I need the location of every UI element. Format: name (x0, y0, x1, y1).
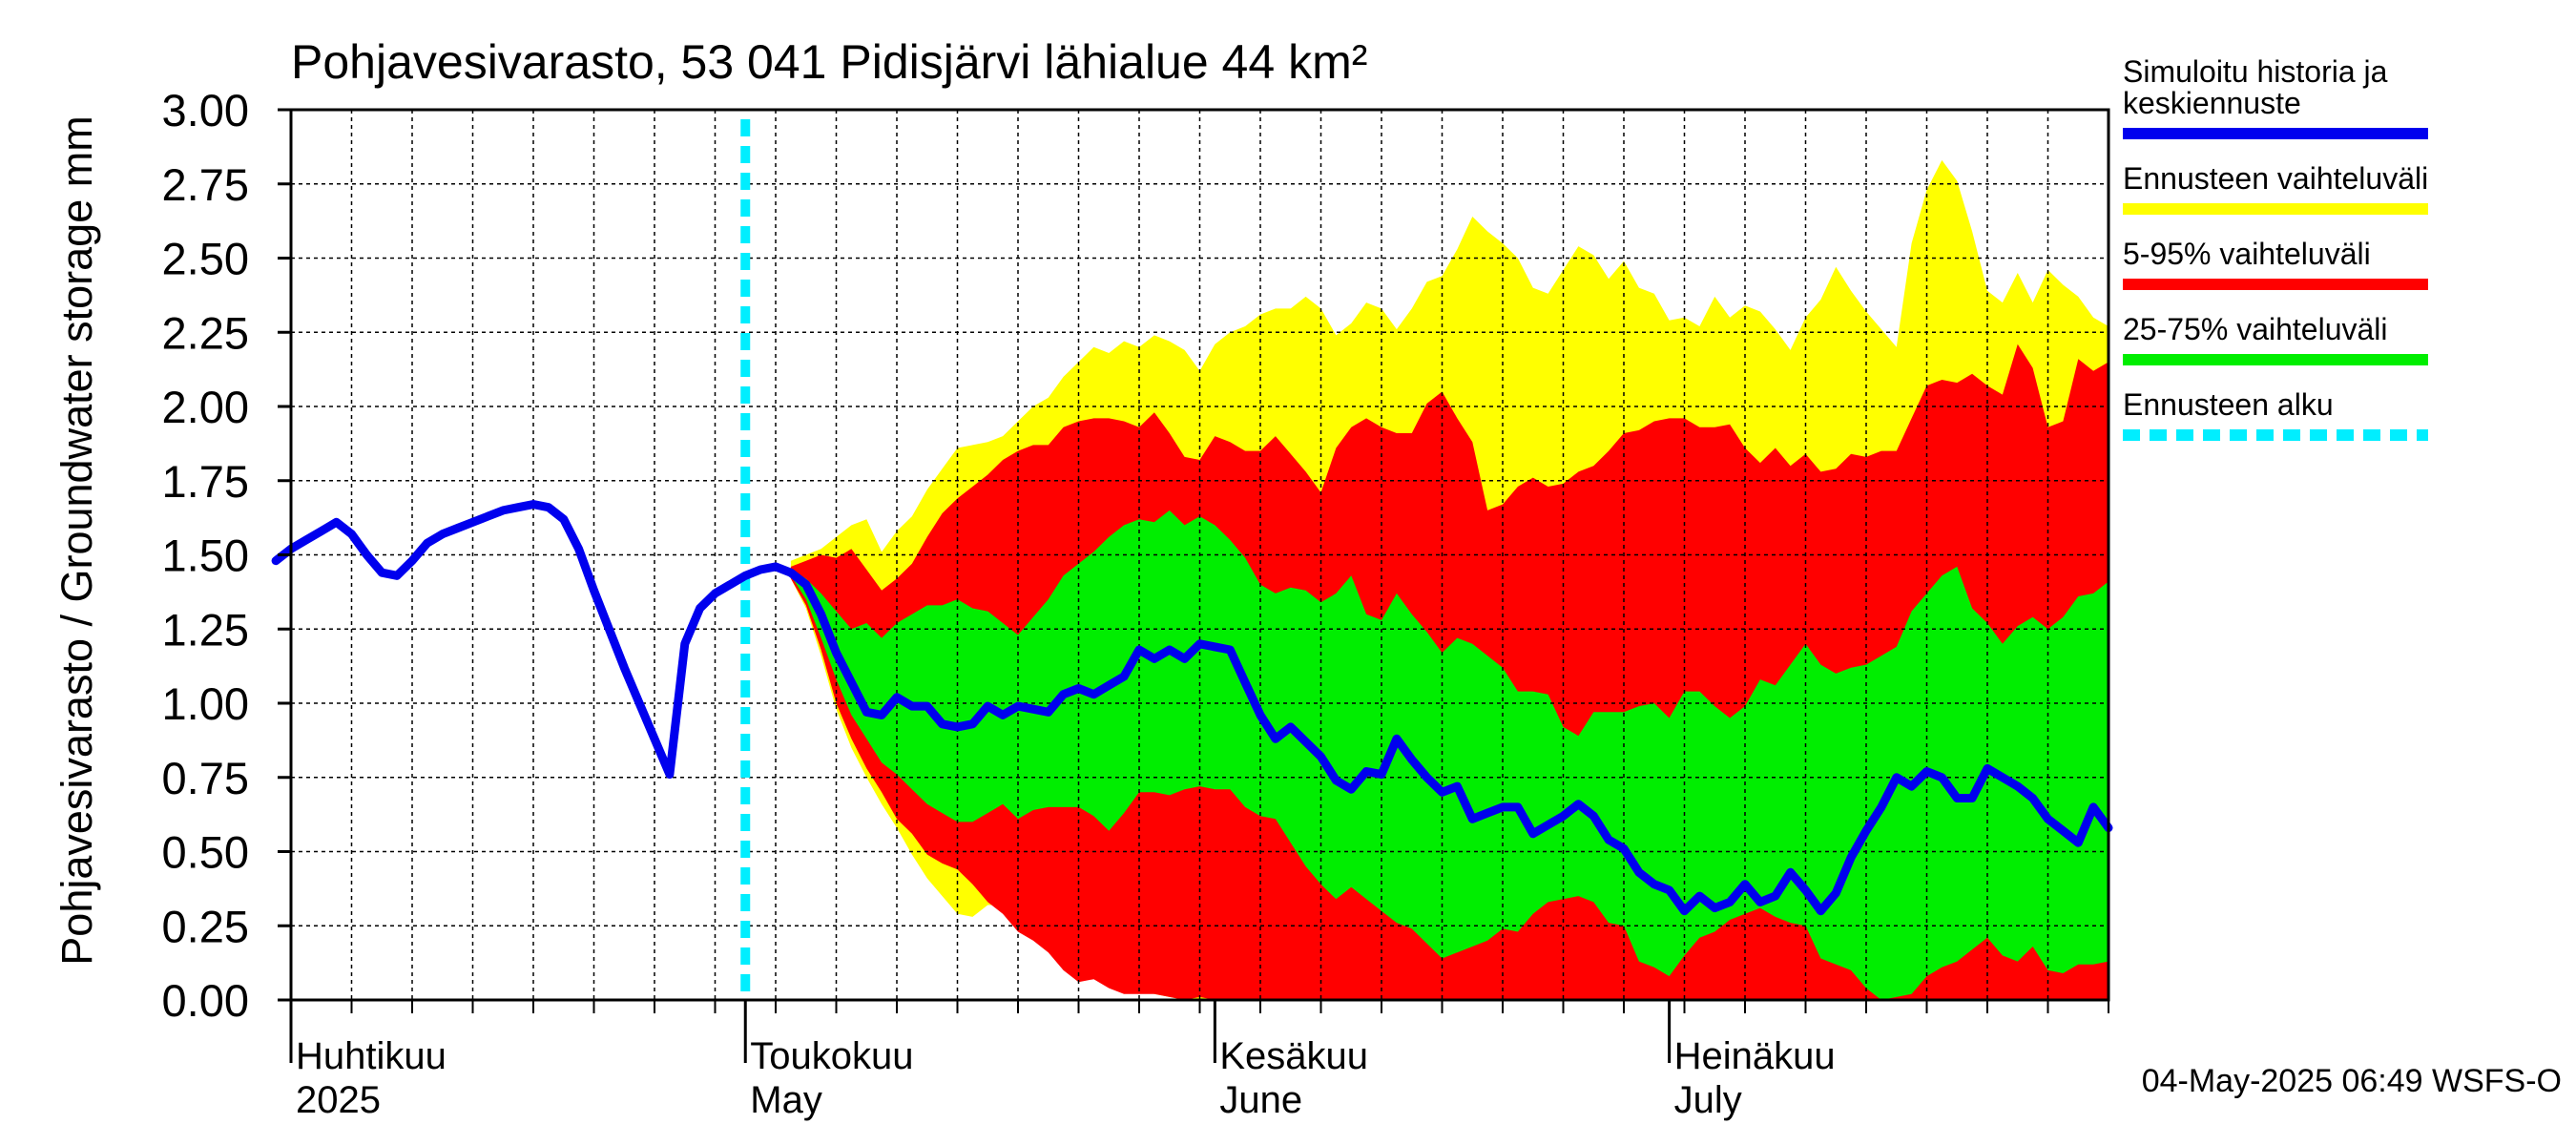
y-axis: 0.00 0.25 0.50 0.75 1.00 1.25 1.50 1.75 2.00 2.25… (162, 85, 291, 1026)
month-label-secondary: May (750, 1079, 822, 1121)
month-label: Toukokuu (750, 1035, 913, 1077)
legend-label: Simuloitu historia ja (2123, 54, 2388, 89)
y-tick-label: 0.75 (162, 753, 249, 803)
month-label: Heinäkuu (1674, 1035, 1836, 1077)
y-tick-label: 0.50 (162, 827, 249, 878)
band-25-75 (790, 510, 2109, 1000)
chart-title: Pohjavesivarasto, 53 041 Pidisjärvi lähi… (291, 35, 1367, 89)
y-tick-label: 1.75 (162, 456, 249, 507)
month-label: Huhtikuu (296, 1035, 447, 1077)
month-label-secondary: July (1674, 1079, 1742, 1121)
y-tick-label: 0.00 (162, 975, 249, 1026)
y-tick-label: 2.25 (162, 307, 249, 358)
month-label-secondary: 2025 (296, 1079, 381, 1121)
forecast-mean-line (786, 568, 2113, 916)
legend-label: Ennusteen vaihteluväli (2123, 161, 2428, 196)
history-line (271, 500, 796, 780)
month-label: Kesäkuu (1219, 1035, 1368, 1077)
legend-label: 5-95% vaihteluväli (2123, 237, 2371, 271)
month-label-secondary: June (1219, 1079, 1302, 1121)
legend-label: Ennusteen alku (2123, 387, 2334, 422)
y-axis-label: Pohjavesivarasto / Groundwater storage m… (52, 115, 101, 965)
y-tick-label: 2.00 (162, 382, 249, 432)
y-tick-label: 3.00 (162, 85, 249, 135)
legend-label: 25-75% vaihteluväli (2123, 312, 2388, 346)
y-tick-label: 2.75 (162, 159, 249, 210)
y-tick-label: 1.25 (162, 604, 249, 655)
y-tick-label: 2.50 (162, 234, 249, 284)
legend-label: keskiennuste (2123, 86, 2301, 120)
grid (291, 110, 2109, 1000)
timestamp: 04-May-2025 06:49 WSFS-O (2142, 1063, 2562, 1099)
y-tick-label: 1.00 (162, 678, 249, 729)
y-tick-label: 1.50 (162, 531, 249, 581)
y-tick-label: 0.25 (162, 901, 249, 951)
